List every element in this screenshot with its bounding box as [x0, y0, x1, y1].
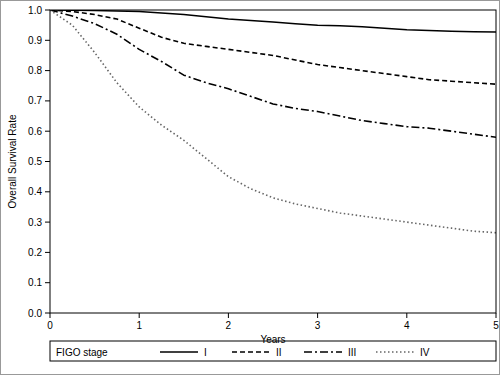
y-tick — [45, 313, 50, 314]
y-axis: 0.0 0.1 0.2 0.3 0.4 0.5 0.6 0.7 0.8 0.9 1.0 — [28, 5, 50, 319]
y-tick — [45, 40, 50, 41]
survival-line — [50, 10, 496, 137]
survival-line — [50, 10, 496, 233]
y-tick — [45, 70, 50, 71]
survival-line — [50, 10, 496, 32]
y-tick — [45, 161, 50, 162]
x-axis-label: Years — [260, 334, 285, 345]
plot-frame — [50, 10, 496, 313]
x-tick-label: 1 — [136, 320, 142, 331]
x-tick — [496, 313, 497, 318]
y-tick-label: 0.4 — [28, 186, 42, 197]
legend-label: IV — [420, 347, 430, 358]
y-tick — [45, 131, 50, 132]
y-tick-label: 0.7 — [28, 95, 42, 106]
legend-title: FIGO stage — [56, 347, 108, 358]
y-tick-label: 0.5 — [28, 156, 42, 167]
legend-swatch — [376, 351, 414, 353]
legend-label: II — [276, 347, 282, 358]
y-tick-label: 0.1 — [28, 277, 42, 288]
x-axis: 0 1 2 3 4 5 — [47, 313, 499, 331]
x-tick — [50, 313, 51, 318]
outer-border — [1, 1, 500, 375]
y-tick-label: 0.9 — [28, 35, 42, 46]
y-tick — [45, 100, 50, 101]
y-tick-label: 0.8 — [28, 65, 42, 76]
y-tick — [45, 282, 50, 283]
x-tick-label: 5 — [493, 320, 499, 331]
y-tick-label: 0.2 — [28, 247, 42, 258]
chart: 0.0 0.1 0.2 0.3 0.4 0.5 0.6 0.7 0.8 0.9 1.0 0 1 2 3 4 5 Y… — [0, 0, 500, 375]
y-tick — [45, 10, 50, 11]
x-tick-label: 2 — [226, 320, 232, 331]
y-tick-label: 0.3 — [28, 217, 42, 228]
legend-box — [50, 341, 496, 361]
x-tick-label: 3 — [315, 320, 321, 331]
series-group — [50, 10, 496, 233]
x-tick-label: 4 — [404, 320, 410, 331]
x-tick — [139, 313, 140, 318]
background — [0, 0, 500, 375]
x-tick — [228, 313, 229, 318]
y-tick-label: 0.6 — [28, 126, 42, 137]
x-tick — [317, 313, 318, 318]
y-axis-label: Overall Survival Rate — [7, 114, 18, 208]
y-tick-label: 0.0 — [28, 308, 42, 319]
y-tick — [45, 222, 50, 223]
y-tick — [45, 191, 50, 192]
legend-swatch — [232, 351, 270, 353]
legend-swatch — [160, 351, 198, 353]
y-tick-label: 1.0 — [28, 5, 42, 16]
x-tick-label: 0 — [47, 320, 53, 331]
legend-label: III — [348, 347, 356, 358]
x-tick — [406, 313, 407, 318]
y-tick — [45, 252, 50, 253]
survival-line — [50, 10, 496, 84]
legend: FIGO stageIIIIIIIV — [50, 341, 496, 361]
legend-label: I — [204, 347, 207, 358]
legend-swatch — [304, 351, 342, 353]
